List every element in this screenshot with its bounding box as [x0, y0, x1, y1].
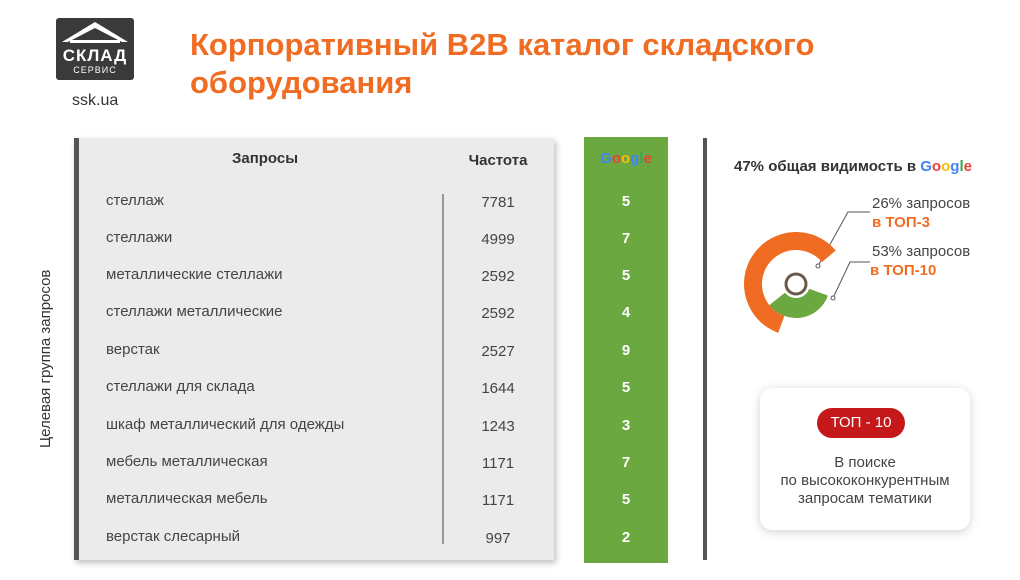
visibility-title-text: 47% общая видимость в — [734, 158, 917, 175]
visibility-donut-chart — [744, 232, 836, 333]
query-cell: стеллажи — [106, 229, 173, 246]
page-title: Корпоративный B2B каталог складского обо… — [190, 27, 815, 100]
logo-line1: СКЛАД — [62, 46, 128, 65]
google-position-cell: 7 — [621, 454, 631, 471]
google-position-cell: 7 — [621, 230, 631, 247]
donut-top3-segment — [769, 288, 828, 318]
google-letter: g — [630, 150, 640, 167]
frequency-cell: 1644 — [481, 380, 515, 397]
frequency-cell: 4999 — [481, 231, 515, 248]
company-logo: СКЛАД СЕРВИС — [56, 18, 134, 80]
google-position-cell: 9 — [621, 342, 631, 359]
top10-annotation-line1: 53% запросов — [872, 243, 971, 260]
google-position-cell: 3 — [621, 417, 631, 434]
donut-top10-segment — [744, 232, 836, 333]
site-url[interactable]: ssk.ua — [72, 92, 119, 109]
query-cell: верстак слесарный — [106, 528, 240, 545]
top10-line1: В поиске — [834, 454, 896, 471]
frequency-cell: 7781 — [481, 194, 515, 211]
logo-line2: СЕРВИС — [73, 65, 117, 75]
google-letter: l — [639, 150, 644, 167]
query-cell: металлические стеллажи — [106, 266, 283, 283]
target-group-label: Целевая группа запросов — [37, 269, 54, 448]
frequency-cell: 1171 — [481, 455, 515, 472]
google-letter: e — [643, 150, 652, 167]
frequency-cell: 1243 — [481, 418, 515, 435]
query-cell: стеллажи для склада — [106, 378, 255, 395]
table-accent-bar — [74, 138, 79, 560]
query-cell: металлическая мебель — [106, 490, 268, 507]
query-cell: стеллажи металлические — [106, 303, 283, 320]
google-logo: Google — [584, 150, 668, 167]
column-divider — [442, 194, 444, 544]
google-letter: o — [620, 150, 631, 167]
google-position-cell: 5 — [621, 379, 631, 396]
google-position-cell: 5 — [621, 267, 631, 284]
top10-badge: ТОП - 10 — [817, 408, 905, 438]
top3-annotation-line2: в ТОП-3 — [872, 214, 930, 231]
column-header-frequency: Частота — [468, 152, 528, 169]
query-cell: мебель металлическая — [106, 453, 268, 470]
top10-description: В поиске по высококонкурентным запросам … — [760, 454, 970, 508]
google-position-cell: 2 — [621, 529, 631, 546]
google-letter: G — [600, 150, 612, 167]
top10-line3: запросам тематики — [798, 490, 932, 507]
query-cell: шкаф металлический для одежды — [106, 416, 345, 433]
google-position-column — [584, 137, 668, 563]
query-cell: стеллаж — [106, 192, 164, 209]
top10-annotation-line2: в ТОП-10 — [870, 262, 937, 279]
donut-center-ring — [784, 272, 808, 296]
visibility-title: 47% общая видимость в Google — [734, 158, 972, 175]
google-position-cell: 4 — [621, 304, 631, 321]
frequency-cell: 1171 — [481, 492, 515, 509]
top3-annotation-line1: 26% запросов — [872, 195, 971, 212]
column-header-queries: Запросы — [231, 150, 299, 167]
google-letter: o — [611, 150, 621, 167]
google-position-cell: 5 — [621, 193, 631, 210]
frequency-cell: 2592 — [481, 268, 515, 285]
top10-line2: по высококонкурентным — [780, 472, 950, 489]
google-position-cell: 5 — [621, 491, 631, 508]
frequency-cell: 997 — [485, 530, 511, 547]
query-cell: верстак — [106, 341, 160, 358]
frequency-cell: 2592 — [481, 305, 515, 322]
section-separator — [703, 138, 707, 560]
frequency-cell: 2527 — [481, 343, 515, 360]
queries-table — [74, 138, 554, 560]
google-logo-small: Google — [920, 158, 972, 175]
house-roof-icon — [62, 22, 128, 43]
